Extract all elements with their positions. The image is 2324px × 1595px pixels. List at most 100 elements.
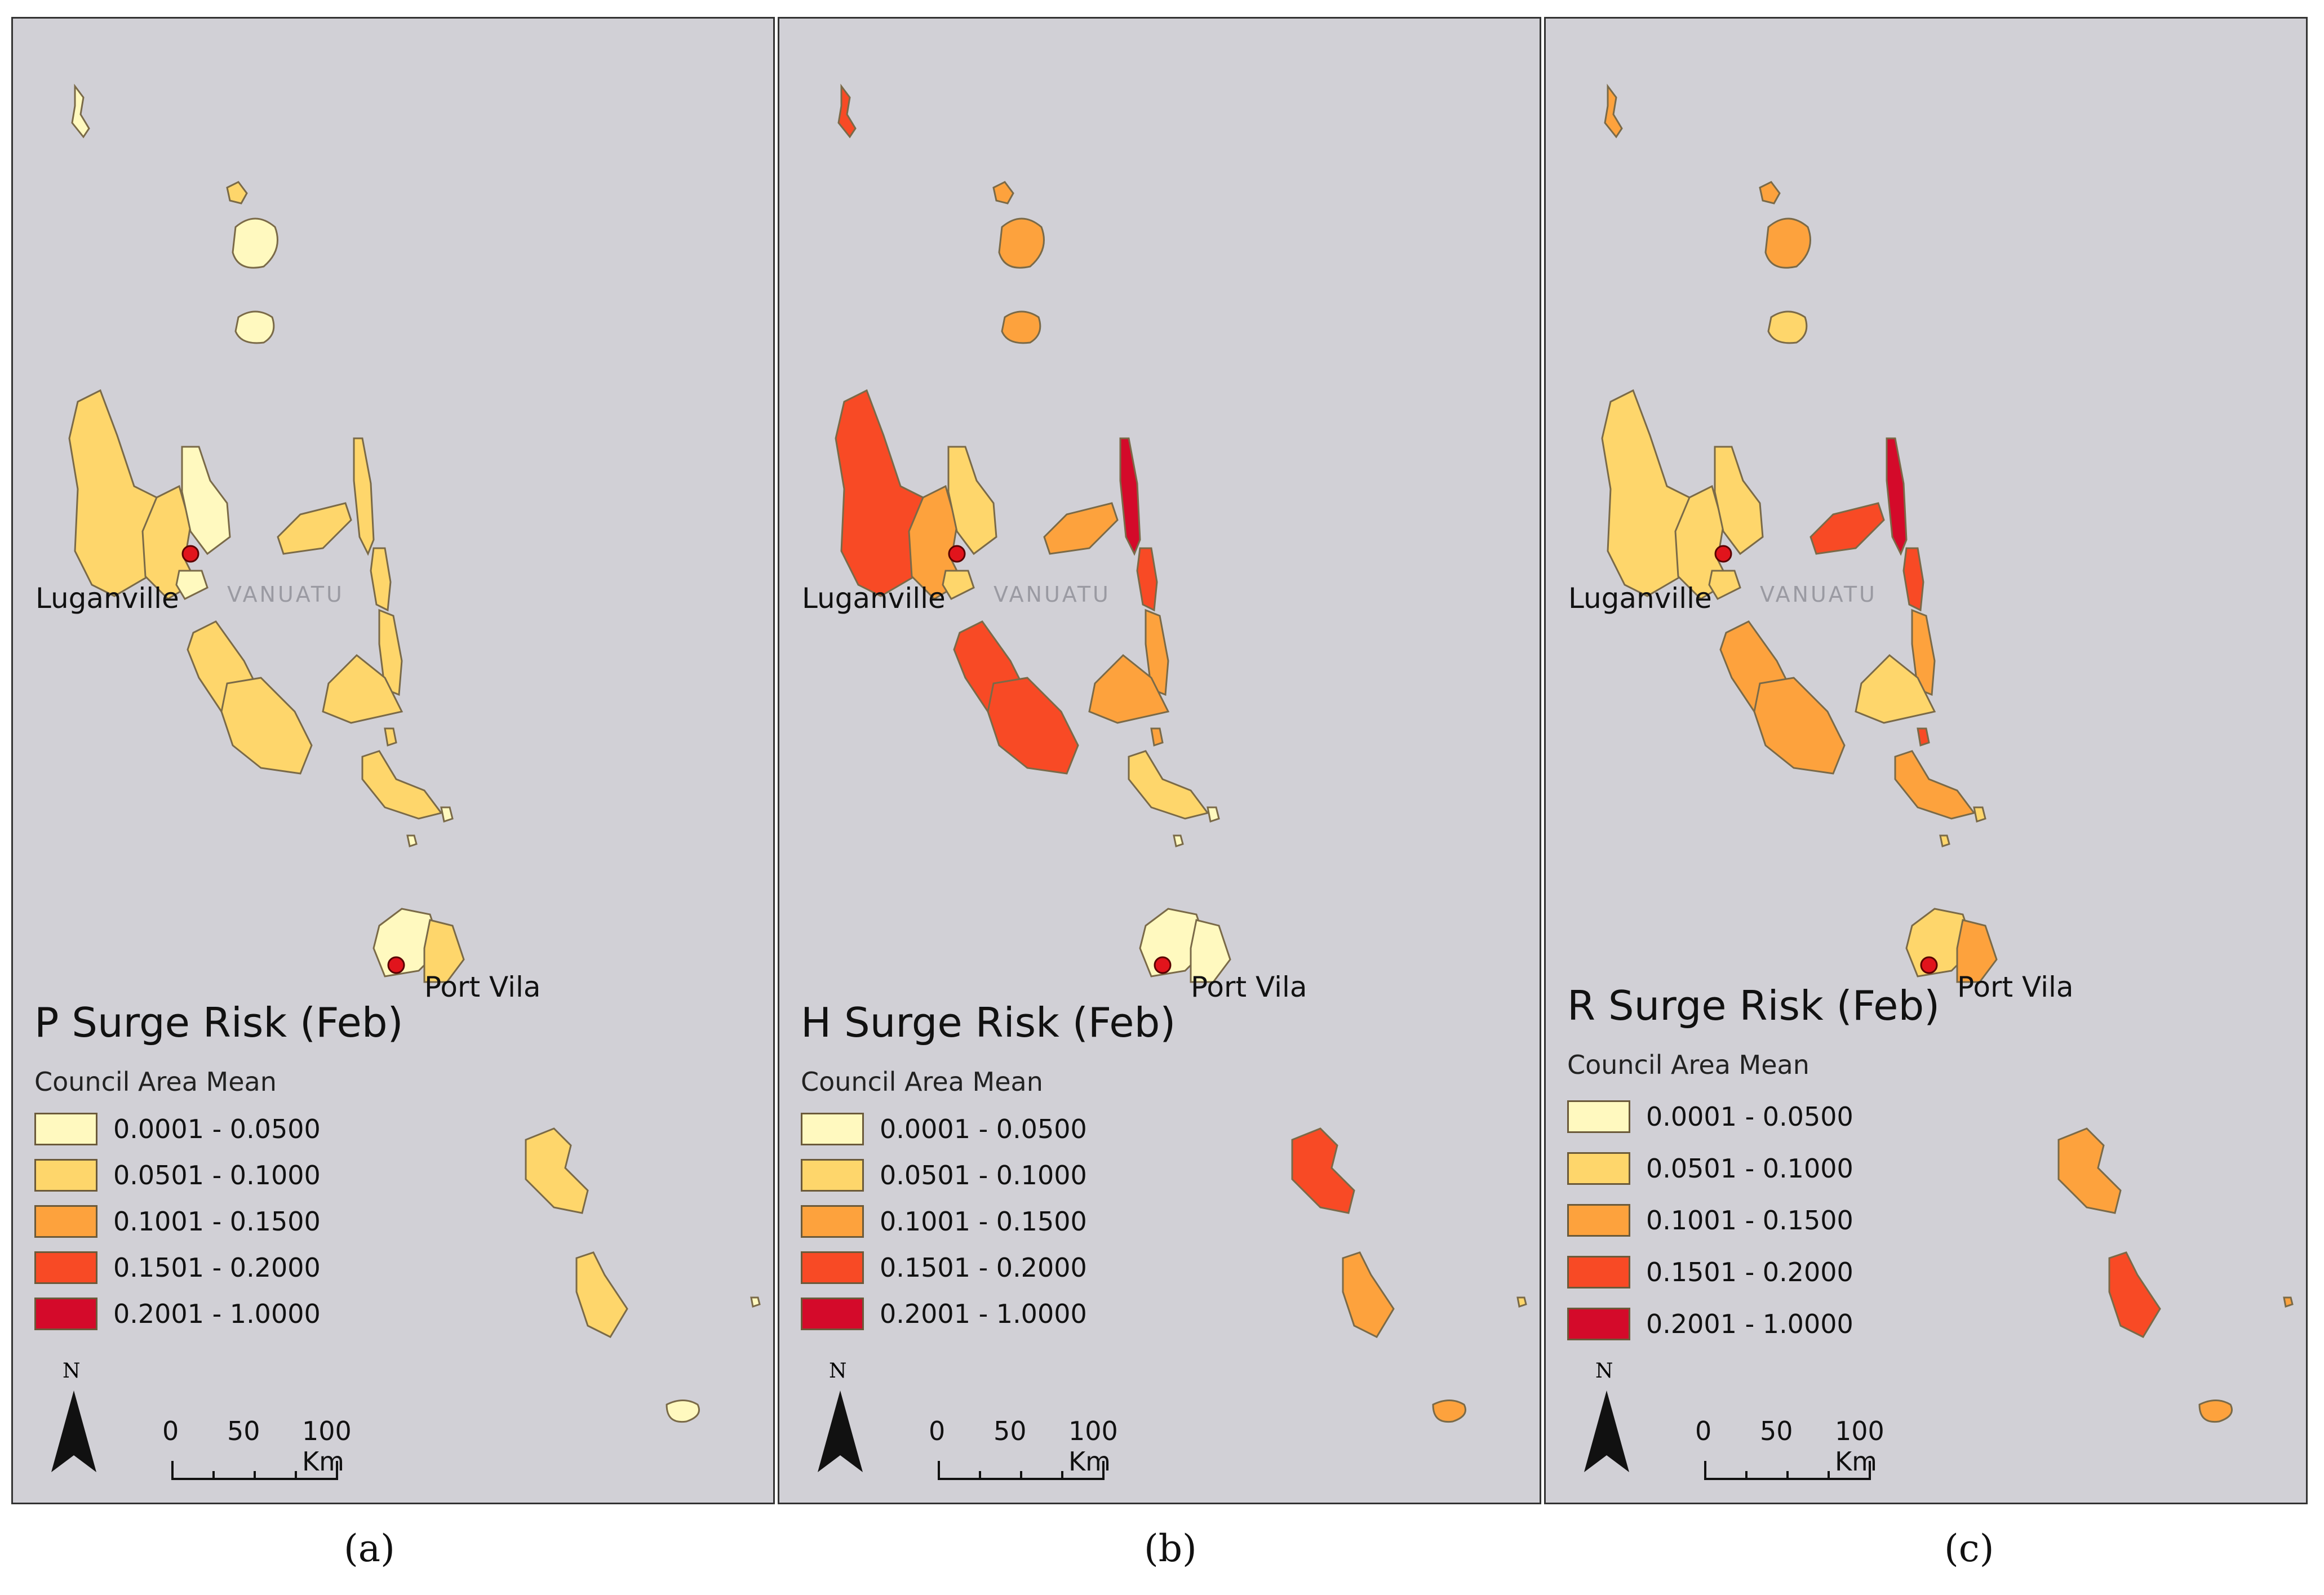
legend-title: R Surge Risk (Feb): [1567, 982, 1940, 1029]
city-label-luganville: Luganville: [36, 582, 179, 615]
legend-label: 0.1001 - 0.1500: [880, 1206, 1087, 1237]
legend-item: 0.1001 - 0.1500: [34, 1204, 321, 1239]
scale-label: 50: [1760, 1416, 1793, 1446]
legend-label: 0.1501 - 0.2000: [1646, 1257, 1853, 1287]
country-label: VANUATU: [994, 582, 1111, 607]
efate-east: [1190, 919, 1231, 983]
pentecost-south: [1911, 608, 1936, 696]
tanna: [1342, 1251, 1395, 1338]
legend-label: 0.2001 - 1.0000: [880, 1299, 1087, 1329]
island-map: [835, 83, 1527, 1423]
santo-east: [181, 446, 231, 556]
pentecost-south: [378, 608, 403, 696]
vanua-lava: [998, 217, 1045, 269]
north-arrow: N: [1578, 1359, 1635, 1483]
scale-label: 0: [929, 1416, 946, 1446]
erromango: [1291, 1127, 1355, 1214]
malo: [175, 570, 209, 600]
legend-item: 0.1501 - 0.2000: [1567, 1255, 1853, 1290]
maewo: [1119, 437, 1141, 556]
scale-bar: 0 50 100 Km: [162, 1416, 352, 1495]
legend-swatch: [34, 1251, 97, 1284]
legend-label: 0.1501 - 0.2000: [113, 1252, 321, 1283]
banks-island-a: [1759, 181, 1781, 205]
legend-item: 0.0001 - 0.0500: [801, 1112, 1087, 1147]
legend-swatch: [801, 1251, 864, 1284]
legend-label: 0.0501 - 0.1000: [1646, 1153, 1853, 1184]
maewo: [1886, 437, 1908, 556]
maewo: [353, 437, 375, 556]
shepherd-islands: [1939, 806, 1986, 847]
city-label-luganville: Luganville: [802, 582, 946, 615]
gaua: [1767, 310, 1808, 344]
scale-bar: 0 50 100 Km: [929, 1416, 1118, 1495]
banks-island-a: [226, 181, 248, 205]
efate-east: [1956, 919, 1998, 983]
santo-east: [947, 446, 997, 556]
legend-swatch: [801, 1159, 864, 1192]
paama: [384, 727, 397, 747]
city-marker-luganville: [181, 545, 199, 563]
scale-bar-line: [1704, 1461, 1871, 1480]
epi: [1894, 750, 1976, 820]
aneityum: [2198, 1399, 2233, 1423]
legend-item: 0.1501 - 0.2000: [34, 1250, 321, 1285]
legend-item: 0.2001 - 1.0000: [34, 1296, 321, 1331]
legend-swatch: [801, 1205, 864, 1238]
legend-item: 0.1001 - 0.1500: [1567, 1203, 1853, 1238]
scale-label: 50: [227, 1416, 260, 1446]
caption-a: (a): [344, 1527, 395, 1570]
legend-swatch: [1567, 1308, 1630, 1340]
shepherd-islands: [1173, 806, 1220, 847]
ambrym: [1088, 654, 1170, 724]
santo-east: [1714, 446, 1764, 556]
banks-island-a: [992, 181, 1014, 205]
north-label: N: [63, 1359, 81, 1383]
city-label-port-vila: Port Vila: [1957, 971, 2074, 1003]
legend-label: 0.0501 - 0.1000: [880, 1160, 1087, 1190]
map-panel-c: Luganville VANUATU Port Vila R Surge Ris…: [1544, 17, 2308, 1504]
legend-label: 0.1001 - 0.1500: [1646, 1205, 1853, 1236]
epi: [1128, 750, 1209, 820]
legend-swatch: [1567, 1152, 1630, 1185]
caption-c: (c): [1944, 1527, 1994, 1570]
legend-subtitle: Council Area Mean: [801, 1067, 1043, 1097]
legend-title: H Surge Risk (Feb): [801, 999, 1176, 1046]
torres-islands: [1604, 83, 1623, 139]
legend-swatch: [1567, 1100, 1630, 1133]
north-label: N: [1595, 1359, 1613, 1383]
legend-item: 0.1501 - 0.2000: [801, 1250, 1087, 1285]
legend-item: 0.0501 - 0.1000: [34, 1158, 321, 1193]
city-marker-port-vila: [1154, 956, 1172, 974]
malekula-south: [987, 677, 1079, 775]
erromango: [2057, 1127, 2122, 1214]
legend-item: 0.0501 - 0.1000: [1567, 1151, 1853, 1186]
legend-label: 0.0001 - 0.0500: [880, 1114, 1087, 1144]
malo: [1708, 570, 1741, 600]
paama: [1917, 727, 1930, 747]
scale-label: 0: [162, 1416, 179, 1446]
legend-title: P Surge Risk (Feb): [34, 999, 403, 1046]
north-arrow: N: [46, 1359, 102, 1483]
legend-swatch: [801, 1298, 864, 1330]
map-panel-a: Luganville VANUATU Port Vila P Surge Ris…: [11, 17, 775, 1504]
tanna: [2108, 1251, 2161, 1338]
country-label: VANUATU: [1760, 582, 1877, 607]
vanua-lava: [1764, 217, 1811, 269]
gaua: [1001, 310, 1041, 344]
legend-label: 0.0001 - 0.0500: [1646, 1101, 1853, 1132]
efate-east: [423, 919, 465, 983]
erromango: [525, 1127, 589, 1214]
scale-bar-line: [938, 1461, 1105, 1480]
scale-label: 50: [994, 1416, 1027, 1446]
map-panel-b: Luganville VANUATU Port Vila H Surge Ris…: [778, 17, 1541, 1504]
scale-bar: 0 50 100 Km: [1695, 1416, 1884, 1495]
malekula-south: [220, 677, 313, 775]
city-label-port-vila: Port Vila: [424, 971, 541, 1003]
aneityum: [666, 1399, 700, 1423]
legend-label: 0.1001 - 0.1500: [113, 1206, 321, 1237]
aniwa: [1516, 1296, 1527, 1308]
ambae: [1809, 502, 1885, 555]
north-arrow-icon: [818, 1390, 863, 1472]
legend-label: 0.0001 - 0.0500: [113, 1114, 321, 1144]
